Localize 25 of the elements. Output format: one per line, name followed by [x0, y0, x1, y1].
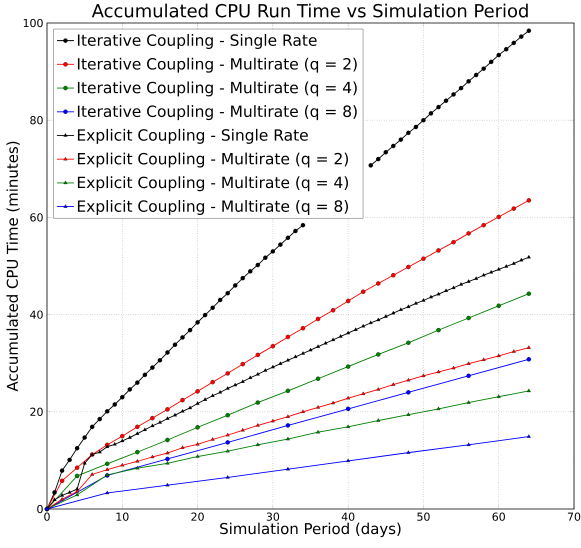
x-tick-label: 10: [116, 512, 129, 521]
y-tick-label: 80: [30, 116, 43, 124]
y-tick-label: 60: [30, 213, 43, 222]
x-tick-label: 40: [342, 512, 354, 521]
legend-label: Iterative Coupling - Multirate (q = 2): [78, 58, 357, 73]
x-tick-label: 60: [492, 512, 505, 521]
x-tick-label: 0: [44, 512, 50, 521]
x-tick-label: 20: [191, 512, 204, 521]
y-tick-label: 100: [24, 18, 43, 28]
x-tick-label: 70: [568, 512, 580, 521]
y-tick-label: 20: [30, 408, 43, 416]
legend-label: Explicit Coupling - Multirate (q = 2): [78, 152, 348, 168]
y-tick-label: 0: [37, 504, 43, 514]
x-tick-label: 50: [417, 512, 430, 521]
x-tick-label: 30: [266, 512, 280, 521]
legend-label: Iterative Coupling - Single Rate: [78, 34, 317, 49]
y-tick-label: 40: [30, 310, 43, 319]
legend-label: Iterative Coupling - Multirate (q = 8): [78, 105, 357, 120]
legend-label: Iterative Coupling - Multirate (q = 4): [78, 81, 357, 96]
legend-label: Explicit Coupling - Multirate (q = 4): [78, 176, 348, 192]
x-axis-title: Simulation Period (days): [220, 522, 401, 538]
legend-label: Explicit Coupling - Single Rate: [78, 128, 308, 144]
y-axis-title: Accumulated CPU Time (minutes): [6, 142, 20, 392]
chart-title: Accumulated CPU Run Time vs Simulation Period: [92, 4, 528, 18]
legend-label: Explicit Coupling - Multirate (q = 8): [78, 200, 348, 215]
